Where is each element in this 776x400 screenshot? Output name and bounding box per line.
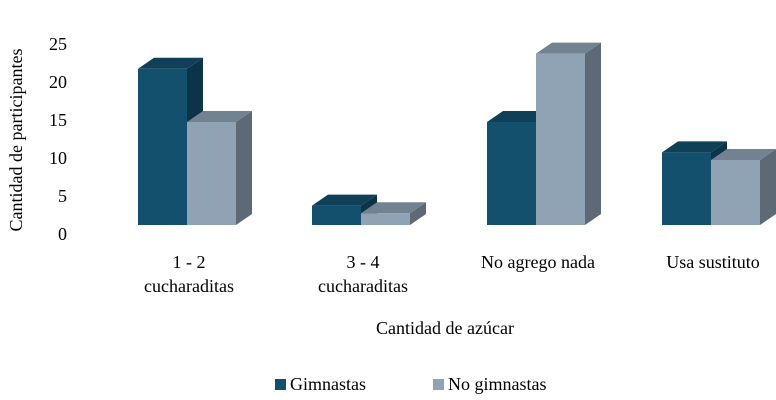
y-axis-label: Cantidad de participantes <box>6 49 26 232</box>
bar-front <box>711 160 760 225</box>
x-tick-label: 1 - 2 cucharaditas <box>144 252 234 296</box>
bar-top <box>662 141 727 153</box>
legend-swatch <box>433 379 444 390</box>
bar-top <box>536 42 601 54</box>
bar-top <box>312 194 377 206</box>
bar-top <box>187 111 252 122</box>
bar-top <box>361 202 426 214</box>
bar-side <box>410 202 426 225</box>
legend-label: No gimnastas <box>448 374 547 394</box>
bar-front <box>312 205 361 225</box>
bar-top <box>138 57 203 69</box>
x-axis-label: Cantidad de azúcar <box>376 318 514 338</box>
y-tick-label: 25 <box>49 34 67 54</box>
bar <box>361 202 426 225</box>
y-tick-label: 0 <box>58 224 67 244</box>
y-tick-label: 20 <box>49 72 67 92</box>
bar <box>312 194 377 225</box>
bar-top <box>487 111 552 122</box>
bar-front <box>487 122 536 225</box>
x-tick-label: 3 - 4 cucharaditas <box>318 252 408 296</box>
bar <box>711 149 776 225</box>
y-tick-label: 5 <box>58 186 67 206</box>
bar-side <box>236 111 252 225</box>
x-tick-label: No agrego nada <box>481 252 595 272</box>
bar-front <box>361 213 410 225</box>
y-tick-label: 15 <box>49 110 67 130</box>
y-tick-label: 10 <box>49 148 67 168</box>
bar <box>536 42 601 225</box>
bar-side <box>760 149 776 225</box>
bar-front <box>536 53 585 225</box>
bar-front <box>138 68 187 225</box>
bar-front <box>662 152 711 225</box>
bar-front <box>187 122 236 225</box>
legend-swatch <box>275 379 286 390</box>
x-tick-label: Usa sustituto <box>666 252 760 272</box>
legend-label: Gimnastas <box>290 374 366 394</box>
bar-top <box>711 149 776 160</box>
bar <box>187 111 252 225</box>
bar-side <box>585 42 601 225</box>
